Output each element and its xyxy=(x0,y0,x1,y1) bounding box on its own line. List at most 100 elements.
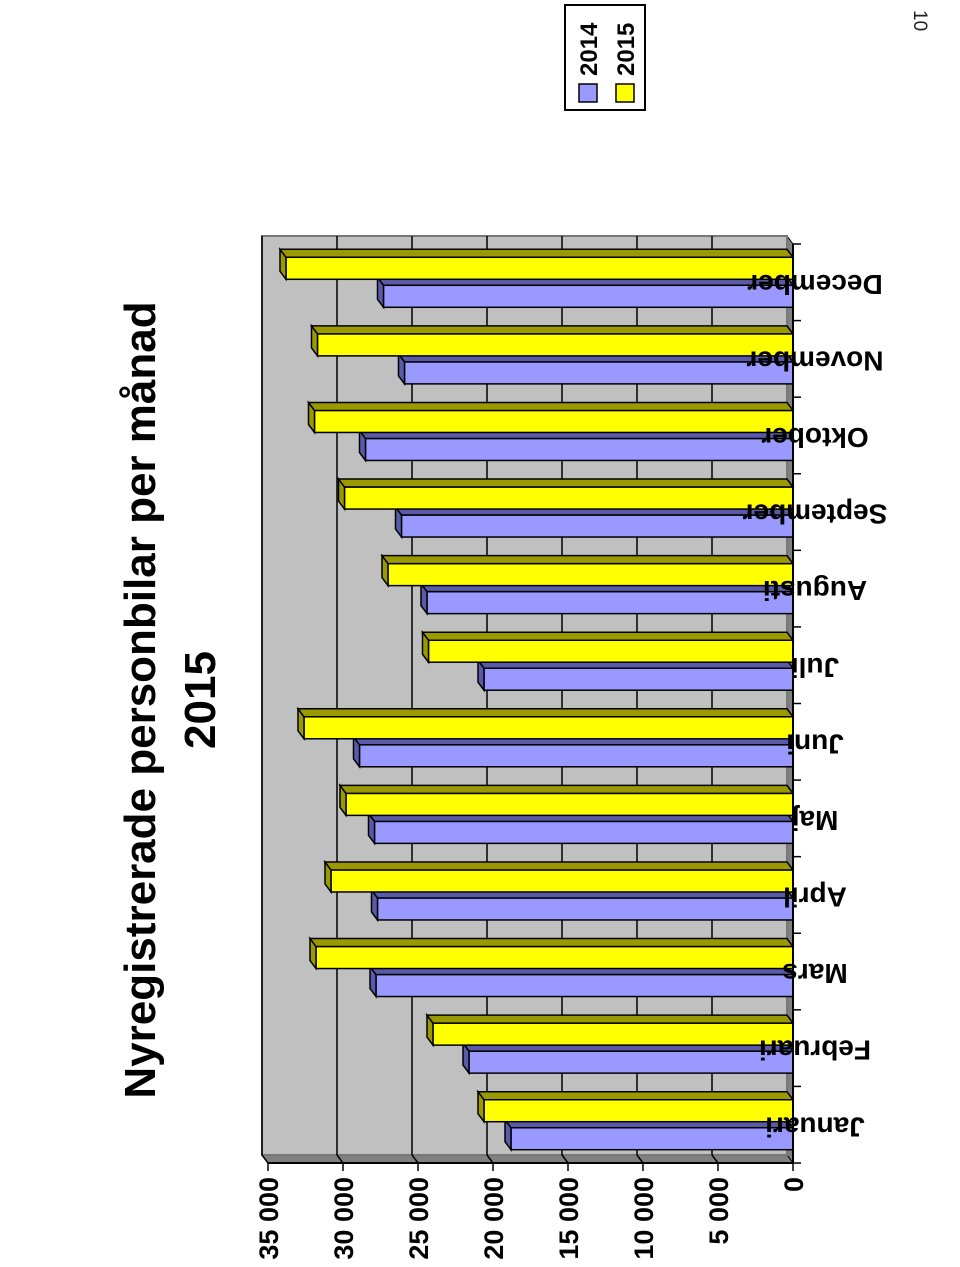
bar-2015 xyxy=(338,783,795,818)
category-label: Maj xyxy=(792,805,839,836)
bar-2014 xyxy=(461,1040,795,1076)
bar-face xyxy=(483,667,794,691)
bar-face xyxy=(400,514,794,538)
plot-back-wall xyxy=(261,235,788,1156)
bar-face xyxy=(316,333,794,357)
bar-2014 xyxy=(397,351,795,387)
bar-face xyxy=(330,869,794,893)
category-label: Juni xyxy=(786,728,844,759)
value-tick-label: 5 000 xyxy=(704,1177,734,1245)
bar-side xyxy=(476,1090,795,1101)
bar-2015 xyxy=(296,706,795,742)
bar-face xyxy=(427,639,794,663)
bar-side xyxy=(278,248,795,259)
bar-face xyxy=(432,1022,794,1046)
bar-2015 xyxy=(307,400,795,435)
bar-face xyxy=(483,1098,794,1123)
bar-side xyxy=(338,784,795,795)
bar-face xyxy=(382,284,794,309)
bar-2015 xyxy=(323,859,795,895)
bar-side xyxy=(296,708,795,718)
bar-2015 xyxy=(278,247,795,282)
bar-2015 xyxy=(308,936,795,971)
value-tick-label: 35 000 xyxy=(254,1177,284,1260)
gridline-floor xyxy=(486,1154,494,1164)
bar-2014 xyxy=(394,504,795,540)
chart-title: Nyregistrerade personbilar per månad xyxy=(116,301,165,1098)
value-tick-label: 25 000 xyxy=(404,1177,434,1260)
bar-2014 xyxy=(376,275,795,310)
value-tick-label: 15 000 xyxy=(554,1177,584,1260)
value-tick-label: 0 xyxy=(779,1177,809,1192)
bar-side xyxy=(425,1014,795,1024)
bar-face xyxy=(313,409,794,434)
bar-2014 xyxy=(419,581,795,616)
gridline-floor xyxy=(411,1154,419,1164)
bar-2015 xyxy=(425,1012,795,1048)
category-label: December xyxy=(747,269,883,300)
value-axis: 0 5 000 10 000 15 000 20 000 25 000 30 000 35 0… xyxy=(254,1162,809,1260)
category-label: Juli xyxy=(791,652,839,683)
category-label: April xyxy=(783,882,847,913)
legend-swatch-2015 xyxy=(615,83,635,103)
bars xyxy=(278,247,795,1152)
bar-2014 xyxy=(352,734,795,770)
category-label: September xyxy=(743,499,888,530)
bar-side xyxy=(380,554,795,565)
bar-2015 xyxy=(337,476,795,512)
bar-2014 xyxy=(358,428,795,463)
bar-2015 xyxy=(310,323,795,359)
bar-side xyxy=(310,325,795,335)
value-tick-label: 10 000 xyxy=(629,1177,659,1260)
bar-side xyxy=(337,478,795,488)
bar-face xyxy=(315,945,794,970)
bar-face xyxy=(373,820,794,845)
bar-side xyxy=(421,631,795,641)
bar-face xyxy=(303,716,794,740)
bar-2014 xyxy=(368,964,795,999)
bar-side xyxy=(308,937,795,948)
gridline-floor xyxy=(336,1154,344,1164)
bar-2015 xyxy=(380,553,795,588)
bar-2014 xyxy=(476,657,795,693)
bar-face xyxy=(426,590,794,615)
legend-label: 2014 xyxy=(576,22,603,76)
legend-label: 2015 xyxy=(613,23,640,76)
category-label: Oktober xyxy=(761,422,868,453)
chart-subtitle: 2015 xyxy=(176,651,225,749)
category-label: Mars xyxy=(782,958,847,989)
category-label: Januari xyxy=(765,1111,865,1142)
bar-2014 xyxy=(370,887,795,923)
bar-2015 xyxy=(421,629,795,665)
value-tick-label: 20 000 xyxy=(479,1177,509,1260)
bar-face xyxy=(343,486,794,510)
bar-face xyxy=(387,562,794,587)
bar-face xyxy=(403,361,794,385)
bar-side xyxy=(307,401,795,412)
bar-2014 xyxy=(367,811,795,846)
bar-2015 xyxy=(476,1089,795,1124)
bar-face xyxy=(358,744,794,768)
gridline-floor xyxy=(561,1154,569,1164)
bar-face xyxy=(375,973,794,998)
chart-title-group: Nyregistrerade personbilar per månad 201… xyxy=(116,301,225,1098)
gridline-floor xyxy=(636,1154,644,1164)
gridline-floor xyxy=(711,1154,719,1164)
bar-face xyxy=(285,256,794,281)
plot-area xyxy=(261,234,794,1165)
bar-face xyxy=(468,1050,794,1074)
bar-face xyxy=(364,437,794,462)
category-axis: Januari Februari Mars April Maj Juni Juli Augus… xyxy=(743,243,888,1164)
category-label: Februari xyxy=(759,1035,871,1066)
bar-face xyxy=(345,792,794,817)
legend: 2014 2015 xyxy=(564,4,646,111)
gridline-floor xyxy=(261,1154,269,1164)
bar-face xyxy=(376,897,794,921)
value-tick-label: 30 000 xyxy=(329,1177,359,1260)
category-label: November xyxy=(746,345,883,376)
bar-side xyxy=(323,861,795,871)
legend-swatch-2014 xyxy=(578,83,598,103)
bar-2014 xyxy=(503,1117,795,1152)
category-label: Augusti xyxy=(763,575,867,606)
